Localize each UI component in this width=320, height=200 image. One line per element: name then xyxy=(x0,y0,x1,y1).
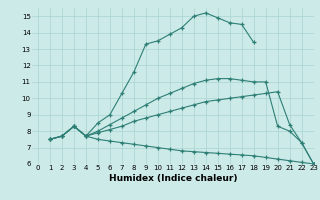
X-axis label: Humidex (Indice chaleur): Humidex (Indice chaleur) xyxy=(108,174,237,183)
